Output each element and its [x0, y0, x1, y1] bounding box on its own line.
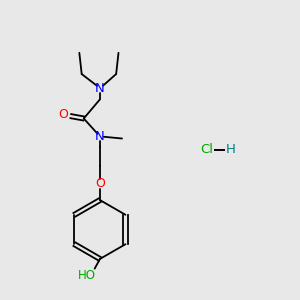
Text: H: H — [226, 143, 236, 157]
Text: O: O — [95, 177, 105, 190]
Text: O: O — [58, 108, 68, 121]
Text: N: N — [95, 130, 105, 143]
Text: Cl: Cl — [200, 143, 213, 157]
Text: HO: HO — [78, 268, 96, 282]
Text: N: N — [95, 82, 105, 95]
